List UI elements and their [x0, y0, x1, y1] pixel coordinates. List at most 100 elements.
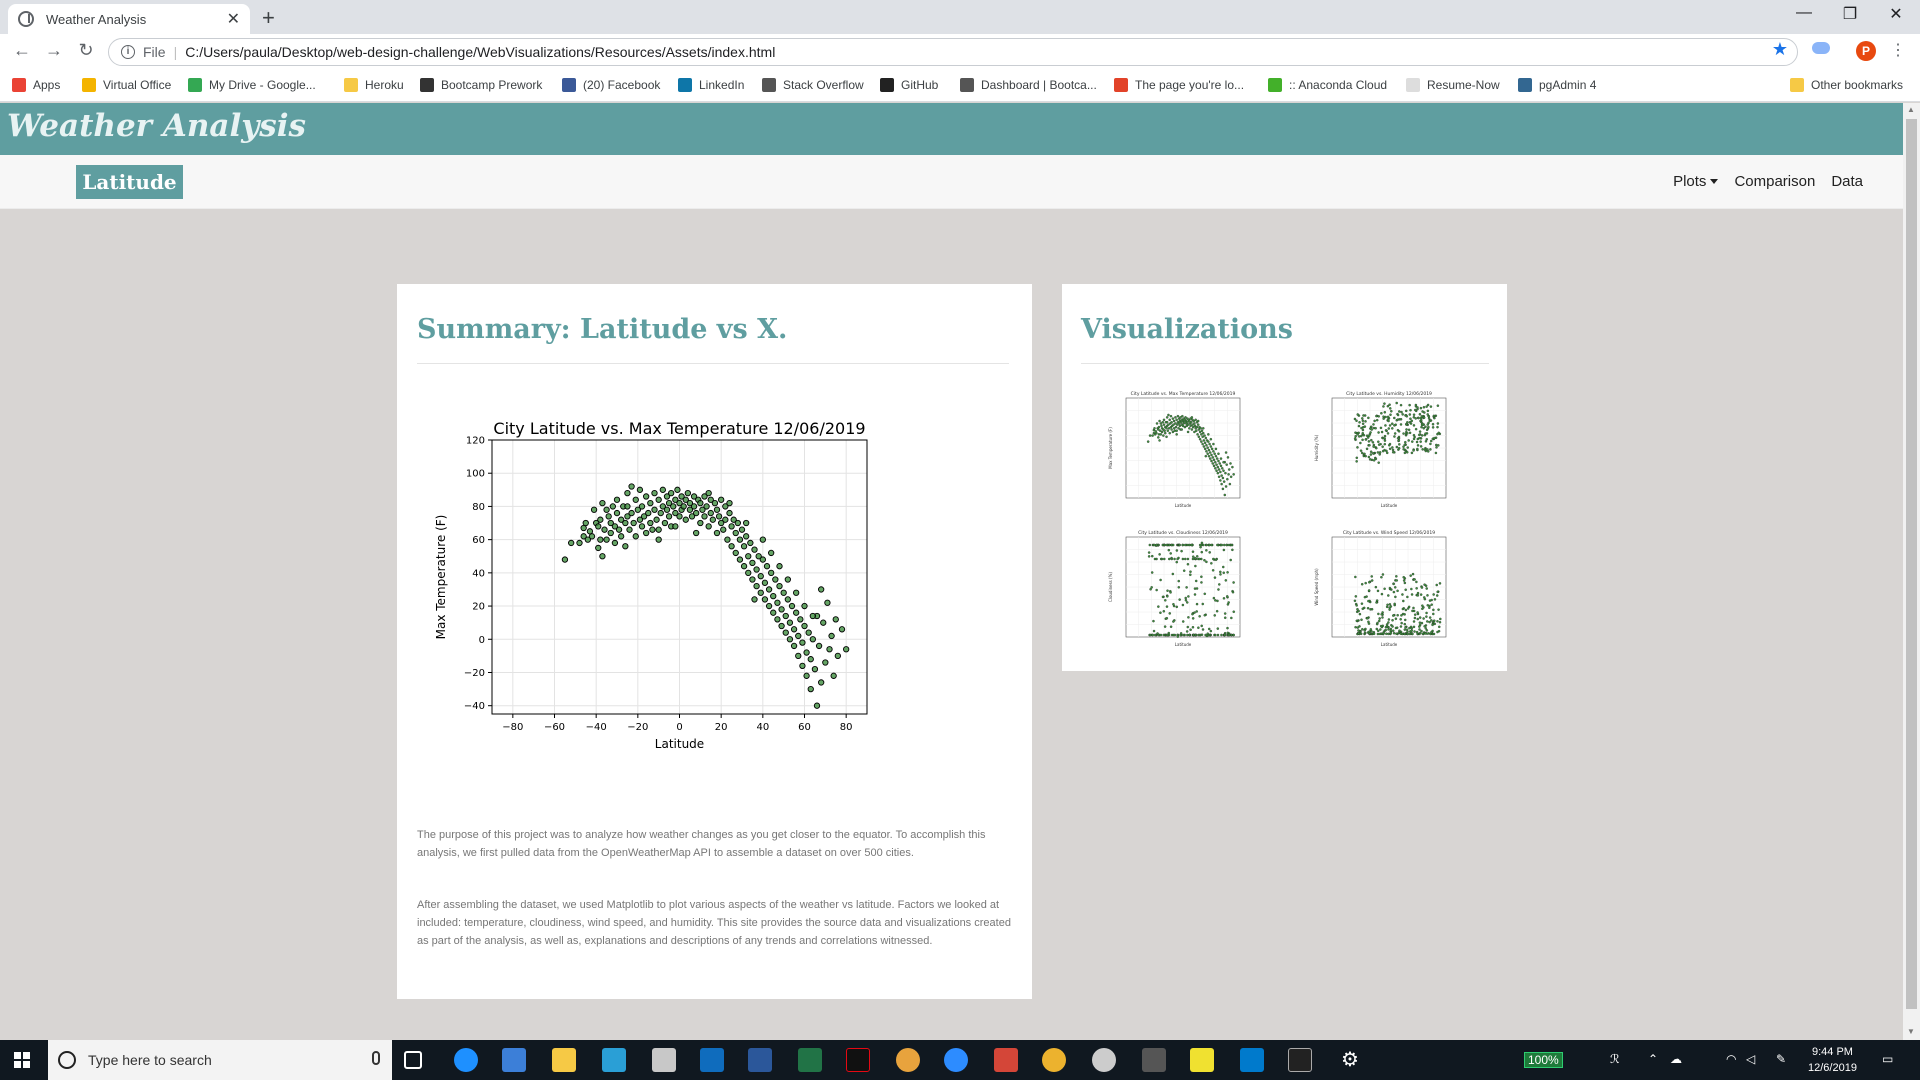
address-bar[interactable]: i File | C:/Users/paula/Desktop/web-desi… — [108, 38, 1798, 66]
thumb-point — [1207, 448, 1211, 452]
microphone-icon[interactable] — [372, 1051, 380, 1065]
word-icon[interactable] — [748, 1048, 772, 1072]
app-generic-icon[interactable] — [1092, 1048, 1116, 1072]
thumbnail-cloud-chart[interactable]: City Latitude vs. Cloudiness 12/06/2019 L… — [1100, 527, 1250, 652]
bookmark-11[interactable]: :: Anaconda Cloud — [1268, 78, 1387, 92]
bookmark-12[interactable]: Resume-Now — [1406, 78, 1500, 92]
scrollbar-thumb[interactable] — [1906, 119, 1917, 1009]
edge-icon[interactable] — [454, 1048, 478, 1072]
url-text[interactable]: C:/Users/paula/Desktop/web-design-challe… — [185, 44, 776, 60]
thumb-point — [1224, 471, 1227, 475]
reload-icon[interactable]: ↻ — [78, 40, 94, 60]
file-explorer-icon[interactable] — [552, 1048, 576, 1072]
site-brand[interactable]: Weather Analysis — [7, 108, 306, 144]
app-l-icon[interactable] — [602, 1048, 626, 1072]
thumb-point — [1430, 619, 1433, 622]
nav-plots[interactable]: Plots — [1673, 173, 1719, 190]
battery-indicator[interactable]: 100% — [1524, 1052, 1563, 1068]
profile-avatar[interactable]: P — [1856, 41, 1876, 61]
thumb-point — [1230, 616, 1233, 620]
thumb-point — [1370, 438, 1373, 442]
bookmark-3[interactable]: Heroku — [344, 78, 404, 92]
notifications-icon[interactable]: ▭ — [1882, 1052, 1894, 1066]
people-icon[interactable]: ℛ — [1610, 1052, 1620, 1066]
scroll-up-icon[interactable]: ▲ — [1907, 105, 1915, 114]
thumb-point — [1175, 433, 1178, 436]
thumb-point — [1160, 424, 1163, 428]
cloud-extension-icon[interactable] — [1812, 42, 1830, 54]
volume-icon[interactable]: ◁ — [1746, 1052, 1756, 1066]
sticky-notes-icon[interactable] — [1190, 1048, 1214, 1072]
summary-paragraph-1: The purpose of this project was to analy… — [417, 829, 986, 859]
netflix-icon[interactable] — [846, 1048, 870, 1072]
thumbnail-wind-chart[interactable]: City Latitude vs. Wind Speed 12/06/2019 L… — [1306, 527, 1456, 652]
close-tab-icon[interactable]: ✕ — [226, 11, 240, 28]
new-tab-button[interactable]: + — [262, 5, 275, 30]
windows-start-icon[interactable] — [14, 1052, 30, 1068]
gmail-icon[interactable] — [994, 1048, 1018, 1072]
minimize-icon[interactable]: — — [1796, 4, 1812, 21]
thumb-point — [1402, 448, 1405, 451]
bookmark-14[interactable]: Other bookmarks — [1790, 78, 1903, 92]
tray-chevron-icon[interactable]: ⌃ — [1648, 1052, 1659, 1066]
bookmark-7[interactable]: Stack Overflow — [762, 78, 864, 92]
info-icon[interactable]: i — [121, 45, 135, 59]
page-scrollbar[interactable]: ▲ ▼ — [1903, 103, 1920, 1040]
bookmark-0[interactable]: Apps — [12, 78, 60, 92]
bookmark-2[interactable]: My Drive - Google... — [188, 78, 316, 92]
bookmark-13[interactable]: pgAdmin 4 — [1518, 78, 1596, 92]
wifi-icon[interactable]: ◠ — [1726, 1052, 1737, 1066]
store-icon[interactable] — [502, 1048, 526, 1072]
taskbar-search[interactable]: Type here to search — [48, 1040, 392, 1080]
menu-icon[interactable]: ⋮ — [1890, 42, 1906, 59]
data-point — [730, 516, 737, 523]
thumb-point — [1180, 549, 1183, 553]
close-window-icon[interactable]: ✕ — [1889, 6, 1903, 23]
thumb-point — [1375, 446, 1378, 450]
outlook-icon[interactable] — [700, 1048, 724, 1072]
back-icon[interactable]: ← — [13, 40, 31, 60]
data-point — [736, 536, 744, 543]
bookmark-1[interactable]: Virtual Office — [82, 78, 171, 92]
mail-icon[interactable] — [652, 1048, 676, 1072]
bookmark-star-icon[interactable]: ★ — [1771, 39, 1788, 59]
thumbnail-temp-chart[interactable]: City Latitude vs. Max Temperature 12/06/… — [1100, 388, 1250, 513]
nav-comparison[interactable]: Comparison — [1734, 173, 1816, 190]
nav-data[interactable]: Data — [1831, 173, 1863, 190]
system-clock[interactable]: 9:44 PM 12/6/2019 — [1808, 1046, 1857, 1074]
latitude-nav-button[interactable]: Latitude — [76, 165, 183, 199]
excel-icon[interactable] — [798, 1048, 822, 1072]
settings-gear-icon[interactable]: ⚙ — [1341, 1049, 1359, 1071]
app-window-icon[interactable] — [1142, 1048, 1166, 1072]
bookmark-8[interactable]: GitHub — [880, 78, 938, 92]
caret-down-icon — [1710, 179, 1719, 184]
thumb-point — [1220, 474, 1223, 477]
thumb-point — [1385, 605, 1389, 609]
terminal-icon[interactable] — [1288, 1048, 1312, 1072]
data-point — [597, 516, 604, 523]
thumb-point — [1436, 620, 1439, 623]
bookmark-4[interactable]: Bootcamp Prework — [420, 78, 542, 92]
forward-icon[interactable]: → — [45, 40, 63, 60]
thumb-point — [1357, 631, 1360, 635]
thumb-point — [1354, 595, 1358, 598]
vscode-icon[interactable] — [1240, 1048, 1264, 1072]
bookmark-5[interactable]: (20) Facebook — [562, 78, 660, 92]
thumbnail-humidity-chart[interactable]: City Latitude vs. Humidity 12/06/2019 Lat… — [1306, 388, 1456, 513]
scroll-down-icon[interactable]: ▼ — [1907, 1027, 1915, 1036]
task-view-icon[interactable] — [404, 1051, 422, 1069]
zoom-icon[interactable] — [944, 1048, 968, 1072]
bookmark-6[interactable]: LinkedIn — [678, 78, 744, 92]
pen-icon[interactable]: ✎ — [1776, 1052, 1787, 1066]
onedrive-icon[interactable]: ☁ — [1670, 1052, 1682, 1066]
thumb-point — [1189, 573, 1192, 576]
restore-icon[interactable]: ❐ — [1842, 6, 1858, 23]
chrome-icon[interactable] — [896, 1048, 920, 1072]
bookmark-10[interactable]: The page you're lo... — [1114, 78, 1244, 92]
slack-icon[interactable] — [1042, 1048, 1066, 1072]
thumb-point — [1198, 633, 1202, 637]
bookmark-9[interactable]: Dashboard | Bootca... — [960, 78, 1097, 92]
thumb-point — [1151, 434, 1154, 437]
browser-tab[interactable]: Weather Analysis ✕ — [8, 4, 250, 34]
data-point — [772, 576, 779, 583]
